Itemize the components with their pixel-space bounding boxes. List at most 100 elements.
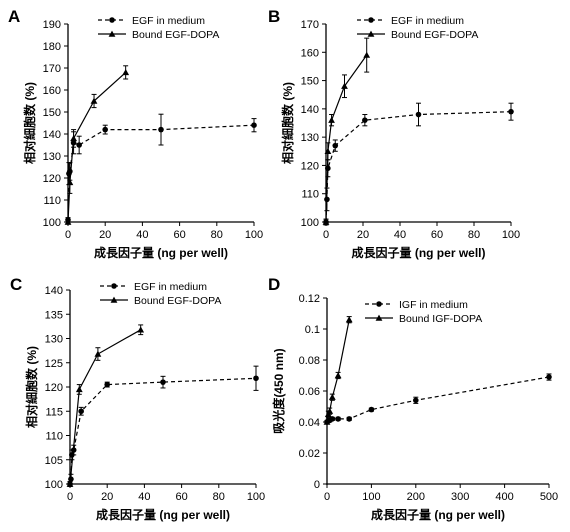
y-axis-title: 相对細胞数 (%) [22,82,37,164]
panel-letter: A [8,7,20,26]
y-tick-label: 100 [43,217,61,229]
legend-marker-triangle [375,314,383,321]
series-bound [64,65,130,225]
x-tick-label: 500 [540,491,558,503]
y-tick-label: 130 [45,334,63,346]
legend: EGF in medium Bound EGF-DOPA [100,281,221,307]
y-tick-label: 100 [301,217,319,229]
y-tick-label: 0.04 [299,417,320,429]
data-point-circle [362,117,368,123]
data-point-circle [546,374,552,380]
data-point-triangle [341,82,348,89]
y-tick-label: 140 [45,285,63,297]
y-tick-label: 120 [45,382,63,394]
legend-label: Bound EGF-DOPA [132,29,219,41]
x-tick-label: 80 [213,491,225,503]
data-point-circle [346,416,353,422]
legend-label: EGF in medium [132,15,205,27]
data-point-triangle [322,218,330,225]
series-line [325,111,512,223]
data-point-circle [251,122,257,128]
y-tick-label: 130 [43,151,61,163]
x-axis-title: 成長因子量 (ng per well) [351,245,485,260]
y-tick-label: 190 [43,19,61,31]
series-line [69,377,257,485]
legend: EGF in medium Bound EGF-DOPA [98,15,219,41]
data-point-circle [508,108,514,115]
data-point-circle [102,126,108,133]
data-point-triangle [66,480,74,487]
data-point-circle [413,397,419,404]
x-tick-label: 0 [67,491,73,503]
x-tick-label: 0 [65,229,71,241]
data-point-triangle [363,51,371,58]
y-tick-label: 100 [45,479,63,491]
x-tick-label: 100 [502,229,520,241]
y-tick-label: 110 [43,195,61,207]
legend: IGF in medium Bound IGF-DOPA [365,299,482,325]
panel-d: D 0 0.02 0.04 0.06 0.08 0.1 0.12 0 100 200 300 400 50… [268,275,558,522]
y-tick-label: 150 [301,76,319,88]
legend-marker-triangle [108,30,116,37]
panel-letter: D [268,275,280,294]
y-axis-title: 相对細胞数 (%) [280,82,295,164]
y-tick-label: 170 [43,63,61,75]
y-tick-label: 110 [45,431,63,443]
data-point-triangle [323,418,331,425]
y-tick-label: 110 [301,189,319,201]
y-tick-label: 135 [45,309,63,321]
legend-marker-triangle [110,296,118,303]
legend-label: IGF in medium [399,299,468,311]
panel-b: B 100 110 120 130 140 150 160 170 0 20 40 60 80 100 成長因… [268,7,520,260]
data-point-triangle [328,393,336,400]
y-tick-label: 130 [301,132,319,144]
x-tick-label: 100 [245,229,263,241]
panel-letter: C [10,275,22,294]
y-tick-label: 120 [301,160,319,172]
x-tick-label: 60 [175,491,187,503]
y-tick-label: 140 [43,129,61,141]
y-tick-label: 180 [43,41,61,53]
legend-label: Bound IGF-DOPA [399,313,482,325]
legend-label: EGF in medium [391,15,464,27]
data-point-triangle [70,135,77,142]
x-axis-title: 成長因子量 (ng per well) [96,507,230,522]
panel-c: C 100 105 110 115 120 125 130 135 140 0 20 40 60 80 100… [10,275,265,522]
y-tick-label: 125 [45,358,63,370]
legend-label: Bound EGF-DOPA [134,295,221,307]
x-tick-label: 60 [431,229,443,241]
y-tick-label: 115 [45,406,63,418]
data-point-triangle [75,386,83,393]
data-point-triangle [137,326,145,333]
legend-marker-circle [111,283,117,289]
y-tick-label: 120 [43,173,61,185]
series-medium [324,373,552,425]
panel-letter: B [268,7,280,26]
data-point-circle [76,142,82,148]
panels-group: A 100 110 120 130 140 150 160 170 180 190 0 20 40 60 80… [8,7,558,522]
y-tick-label: 170 [301,19,319,31]
x-tick-label: 80 [211,229,223,241]
data-point-circle [158,126,164,133]
series-medium [67,365,259,487]
legend-marker-circle [368,17,374,23]
y-tick-label: 0 [314,479,320,491]
series-line [325,54,368,223]
x-tick-label: 60 [173,229,185,241]
legend-marker-triangle [367,30,375,37]
x-tick-label: 80 [468,229,480,241]
x-tick-label: 40 [138,491,150,503]
x-tick-label: 0 [323,229,329,241]
data-point-circle [368,406,375,413]
data-point-circle [253,375,259,382]
data-point-circle [160,379,166,385]
series-medium [65,113,257,223]
data-point-triangle [122,69,130,76]
x-tick-label: 40 [394,229,406,241]
y-axis-title: 吸光度(450 nm) [271,348,286,433]
y-tick-label: 0.12 [299,293,320,305]
data-point-triangle [66,179,74,186]
data-point-triangle [324,147,332,154]
data-point-triangle [328,116,335,123]
y-axis-title: 相对細胞数 (%) [24,346,39,428]
